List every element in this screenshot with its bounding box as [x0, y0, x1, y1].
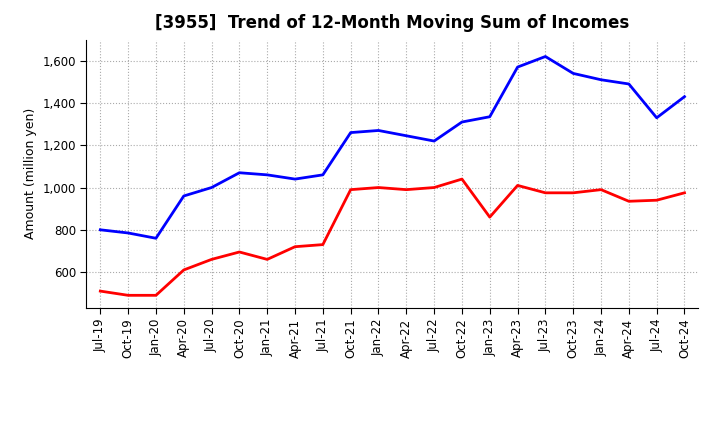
Title: [3955]  Trend of 12-Month Moving Sum of Incomes: [3955] Trend of 12-Month Moving Sum of I…: [156, 15, 629, 33]
Net Income: [680, 190, 689, 195]
Ordinary Income: [179, 193, 188, 198]
Ordinary Income: [597, 77, 606, 82]
Net Income: [541, 190, 550, 195]
Net Income: [485, 214, 494, 220]
Ordinary Income: [374, 128, 383, 133]
Line: Net Income: Net Income: [100, 179, 685, 295]
Net Income: [124, 293, 132, 298]
Net Income: [346, 187, 355, 192]
Ordinary Income: [263, 172, 271, 177]
Net Income: [569, 190, 577, 195]
Ordinary Income: [291, 176, 300, 182]
Net Income: [318, 242, 327, 247]
Ordinary Income: [96, 227, 104, 232]
Net Income: [235, 249, 243, 255]
Net Income: [374, 185, 383, 190]
Ordinary Income: [318, 172, 327, 177]
Ordinary Income: [513, 64, 522, 70]
Net Income: [624, 198, 633, 204]
Ordinary Income: [402, 133, 410, 139]
Line: Ordinary Income: Ordinary Income: [100, 56, 685, 238]
Net Income: [207, 257, 216, 262]
Net Income: [430, 185, 438, 190]
Ordinary Income: [152, 235, 161, 241]
Ordinary Income: [624, 81, 633, 87]
Net Income: [458, 176, 467, 182]
Net Income: [597, 187, 606, 192]
Ordinary Income: [569, 71, 577, 76]
Net Income: [291, 244, 300, 249]
Ordinary Income: [680, 94, 689, 99]
Ordinary Income: [458, 119, 467, 125]
Net Income: [513, 183, 522, 188]
Net Income: [96, 289, 104, 294]
Net Income: [263, 257, 271, 262]
Ordinary Income: [207, 185, 216, 190]
Net Income: [179, 268, 188, 273]
Ordinary Income: [235, 170, 243, 176]
Ordinary Income: [485, 114, 494, 119]
Ordinary Income: [124, 230, 132, 235]
Ordinary Income: [346, 130, 355, 135]
Y-axis label: Amount (million yen): Amount (million yen): [24, 108, 37, 239]
Ordinary Income: [541, 54, 550, 59]
Net Income: [652, 198, 661, 203]
Net Income: [152, 293, 161, 298]
Ordinary Income: [652, 115, 661, 121]
Ordinary Income: [430, 139, 438, 144]
Net Income: [402, 187, 410, 192]
